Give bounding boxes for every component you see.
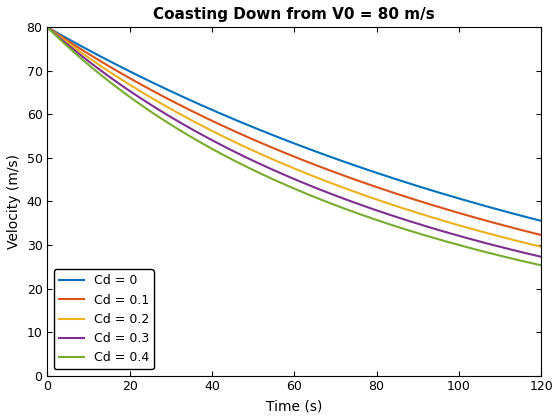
Cd = 0.4 [69,48,76,53]
Cd = 0.4 [271,177,278,182]
Cd = 0.2 [69,44,76,49]
Cd = 0.3 [44,25,51,30]
Cd = 0.1 [538,233,544,238]
Cd = 0.3 [524,251,530,256]
Cd = 0.4 [523,260,530,265]
Cd = 0 [44,25,51,30]
Cd = 0.1 [44,25,51,30]
Line: Cd = 0.2: Cd = 0.2 [48,27,541,247]
Cd = 0 [433,189,440,194]
Cd = 0.1 [284,152,291,157]
Cd = 0.4 [524,260,530,265]
Cd = 0.3 [523,251,530,256]
Cd = 0 [69,39,76,44]
Cd = 0.1 [524,229,530,234]
Cd = 0.2 [271,158,278,163]
Cd = 0.1 [69,41,76,46]
Line: Cd = 0.1: Cd = 0.1 [48,27,541,235]
Line: Cd = 0.3: Cd = 0.3 [48,27,541,257]
Cd = 0.2 [538,244,544,249]
Line: Cd = 0: Cd = 0 [48,27,541,221]
Cd = 0 [538,218,544,223]
Cd = 0.3 [284,173,291,178]
Cd = 0.2 [433,216,440,221]
Cd = 0.3 [433,227,440,232]
Cd = 0 [284,138,291,143]
Cd = 0 [523,215,530,220]
Cd = 0.3 [271,168,278,173]
Cd = 0.4 [44,25,51,30]
Cd = 0.2 [524,241,530,246]
Title: Coasting Down from V0 = 80 m/s: Coasting Down from V0 = 80 m/s [153,7,435,22]
Cd = 0 [524,215,530,220]
Cd = 0.1 [271,146,278,151]
Cd = 0.3 [69,46,76,51]
Cd = 0.2 [284,163,291,168]
Cd = 0.1 [433,204,440,209]
Cd = 0.4 [433,236,440,241]
Y-axis label: Velocity (m/s): Velocity (m/s) [7,154,21,249]
Cd = 0.2 [44,25,51,30]
X-axis label: Time (s): Time (s) [266,399,323,413]
Line: Cd = 0.4: Cd = 0.4 [48,27,541,265]
Cd = 0.2 [523,241,530,246]
Cd = 0.4 [538,263,544,268]
Cd = 0 [271,133,278,138]
Cd = 0.3 [538,254,544,259]
Cd = 0.4 [284,183,291,188]
Legend: Cd = 0, Cd = 0.1, Cd = 0.2, Cd = 0.3, Cd = 0.4: Cd = 0, Cd = 0.1, Cd = 0.2, Cd = 0.3, Cd… [54,269,154,369]
Cd = 0.1 [523,229,530,234]
